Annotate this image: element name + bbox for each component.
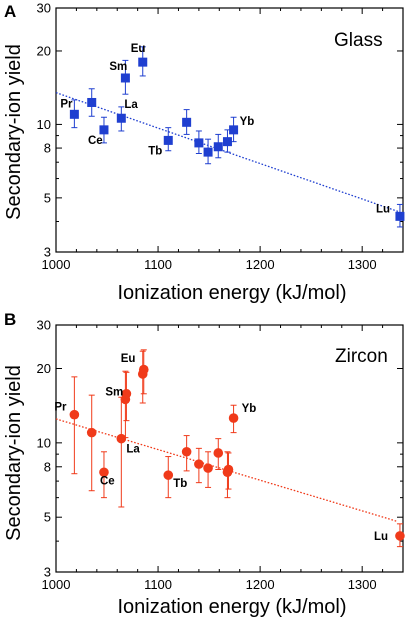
y-tick-label-glass: 5 <box>44 190 51 205</box>
data-point-glass <box>194 138 204 148</box>
y-tick-label-zircon: 3 <box>44 565 51 580</box>
data-point-glass <box>87 97 97 107</box>
y-tick-label-glass: 10 <box>37 117 51 132</box>
data-point-glass <box>395 211 405 221</box>
y-tick-label-glass: 30 <box>37 1 51 16</box>
data-point-glass <box>203 147 213 157</box>
panel-letter-a: A <box>4 2 16 21</box>
y-axis-label-zircon: Secondary-ion yield <box>3 365 25 541</box>
y-tick-label-zircon: 10 <box>37 435 51 450</box>
data-point-zircon <box>228 413 239 423</box>
data-point-zircon <box>395 531 405 541</box>
point-label-la-glass: La <box>124 99 138 111</box>
chart-glass: A Glass Secondary-ion yield Ionization e… <box>3 1 405 304</box>
data-point-glass <box>182 117 192 127</box>
x-tick-label-glass: 1100 <box>144 257 172 272</box>
data-point-zircon <box>69 409 80 420</box>
data-point-zircon <box>181 446 192 457</box>
data-point-zircon <box>223 464 234 475</box>
point-label-lu-glass: Lu <box>376 203 390 215</box>
data-point-zircon <box>121 388 132 399</box>
x-tick-label-glass: 1300 <box>348 257 377 272</box>
data-point-zircon <box>194 459 204 469</box>
data-point-glass <box>116 113 126 123</box>
data-point-glass <box>120 73 130 83</box>
point-label-ce-glass: Ce <box>88 135 103 147</box>
data-point-zircon <box>138 364 149 375</box>
point-label-sm-glass: Sm <box>109 61 127 73</box>
y-tick-label-zircon: 5 <box>44 510 51 525</box>
plot-frame-zircon <box>55 324 404 573</box>
data-point-glass <box>69 109 79 119</box>
x-axis-label-zircon: Ionization energy (kJ/mol) <box>118 596 347 618</box>
data-point-glass <box>163 135 173 145</box>
point-label-la-zircon: La <box>126 444 140 456</box>
point-label-eu-glass: Eu <box>131 43 146 55</box>
point-label-pr-zircon: Pr <box>54 402 67 414</box>
y-tick-label-glass: 3 <box>44 245 51 260</box>
y-tick-label-zircon: 8 <box>44 459 51 474</box>
data-point-zircon <box>163 470 174 480</box>
panel-letter-b: B <box>4 310 16 329</box>
data-point-glass <box>229 125 239 135</box>
point-label-pr-glass: Pr <box>60 98 73 110</box>
point-label-sm-zircon: Sm <box>105 386 123 398</box>
point-label-eu-zircon: Eu <box>121 353 136 365</box>
x-tick-label-zircon: 1000 <box>42 577 71 592</box>
y-axis-label-glass: Secondary-ion yield <box>3 44 25 220</box>
data-point-glass <box>138 57 148 67</box>
y-tick-label-glass: 8 <box>44 141 51 156</box>
x-tick-label-zircon: 1100 <box>144 577 172 592</box>
data-point-zircon <box>203 463 213 473</box>
point-label-ce-zircon: Ce <box>100 475 115 487</box>
x-tick-label-zircon: 1200 <box>246 577 275 592</box>
y-tick-label-zircon: 30 <box>37 318 51 333</box>
chart-title-zircon: Zircon <box>335 346 388 367</box>
x-tick-label-glass: 1000 <box>42 257 71 272</box>
y-tick-label-zircon: 20 <box>37 361 51 376</box>
point-label-yb-zircon: Yb <box>242 403 257 415</box>
chart-zircon: B Zircon Secondary-ion yield Ionization … <box>3 310 405 618</box>
point-label-lu-zircon: Lu <box>374 531 388 543</box>
data-point-zircon <box>99 467 109 478</box>
data-point-zircon <box>213 448 224 458</box>
data-point-zircon <box>116 433 127 444</box>
data-point-zircon <box>86 427 97 438</box>
point-label-tb-glass: Tb <box>148 145 162 157</box>
plot-frame-glass <box>55 7 404 253</box>
x-axis-label-glass: Ionization energy (kJ/mol) <box>118 282 347 304</box>
data-point-glass <box>213 142 223 152</box>
data-point-glass <box>99 125 109 135</box>
point-label-tb-zircon: Tb <box>173 478 187 490</box>
x-tick-label-zircon: 1300 <box>348 577 377 592</box>
point-label-yb-glass: Yb <box>240 116 255 128</box>
chart-title-glass: Glass <box>334 30 383 51</box>
data-point-glass <box>222 137 232 147</box>
y-tick-label-glass: 20 <box>37 43 51 58</box>
x-tick-label-glass: 1200 <box>246 257 275 272</box>
